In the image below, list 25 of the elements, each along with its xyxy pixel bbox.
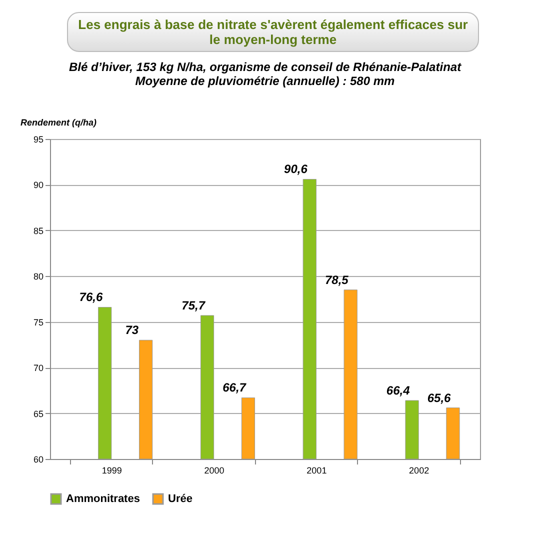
data-label: 66,7 <box>222 380 248 395</box>
y-axis-title: Rendement (q/ha) <box>20 118 97 128</box>
data-label: 66,4 <box>386 383 410 398</box>
chart-subtitle: Blé d’hiver, 153 kg N/ha, organisme de conseil de Rhénanie-Palatinat Moyenne de pluviométrie (annuelle) : 580 mm <box>68 60 462 88</box>
x-tick-label: 1999 <box>102 466 122 476</box>
x-tick-label: 2002 <box>409 466 430 476</box>
data-label: 90,6 <box>284 162 308 176</box>
legend-label: Urée <box>168 493 192 505</box>
y-tick-label: 85 <box>33 226 44 236</box>
y-tick-label: 75 <box>33 317 44 328</box>
y-tick-label: 65 <box>33 408 44 419</box>
y-tick-label: 95 <box>33 134 44 144</box>
y-tick-label: 80 <box>33 272 44 282</box>
y-tick-label: 60 <box>33 454 44 464</box>
chart-title: Les engrais à base de nitrate s'avèrent également efficaces sur le moyen-long terme <box>67 12 479 52</box>
data-label: 73 <box>125 323 139 338</box>
y-tick-label: 70 <box>33 363 44 374</box>
data-label: 75,7 <box>182 298 206 312</box>
x-tick-label: 2001 <box>306 466 327 476</box>
data-label: 76,6 <box>79 290 103 304</box>
x-tick-label: 2000 <box>204 466 224 476</box>
data-label: 65,6 <box>427 390 452 405</box>
y-tick-label: 90 <box>33 180 44 190</box>
legend-label: Ammonitrates <box>66 493 140 505</box>
data-label: 78,5 <box>324 272 349 287</box>
